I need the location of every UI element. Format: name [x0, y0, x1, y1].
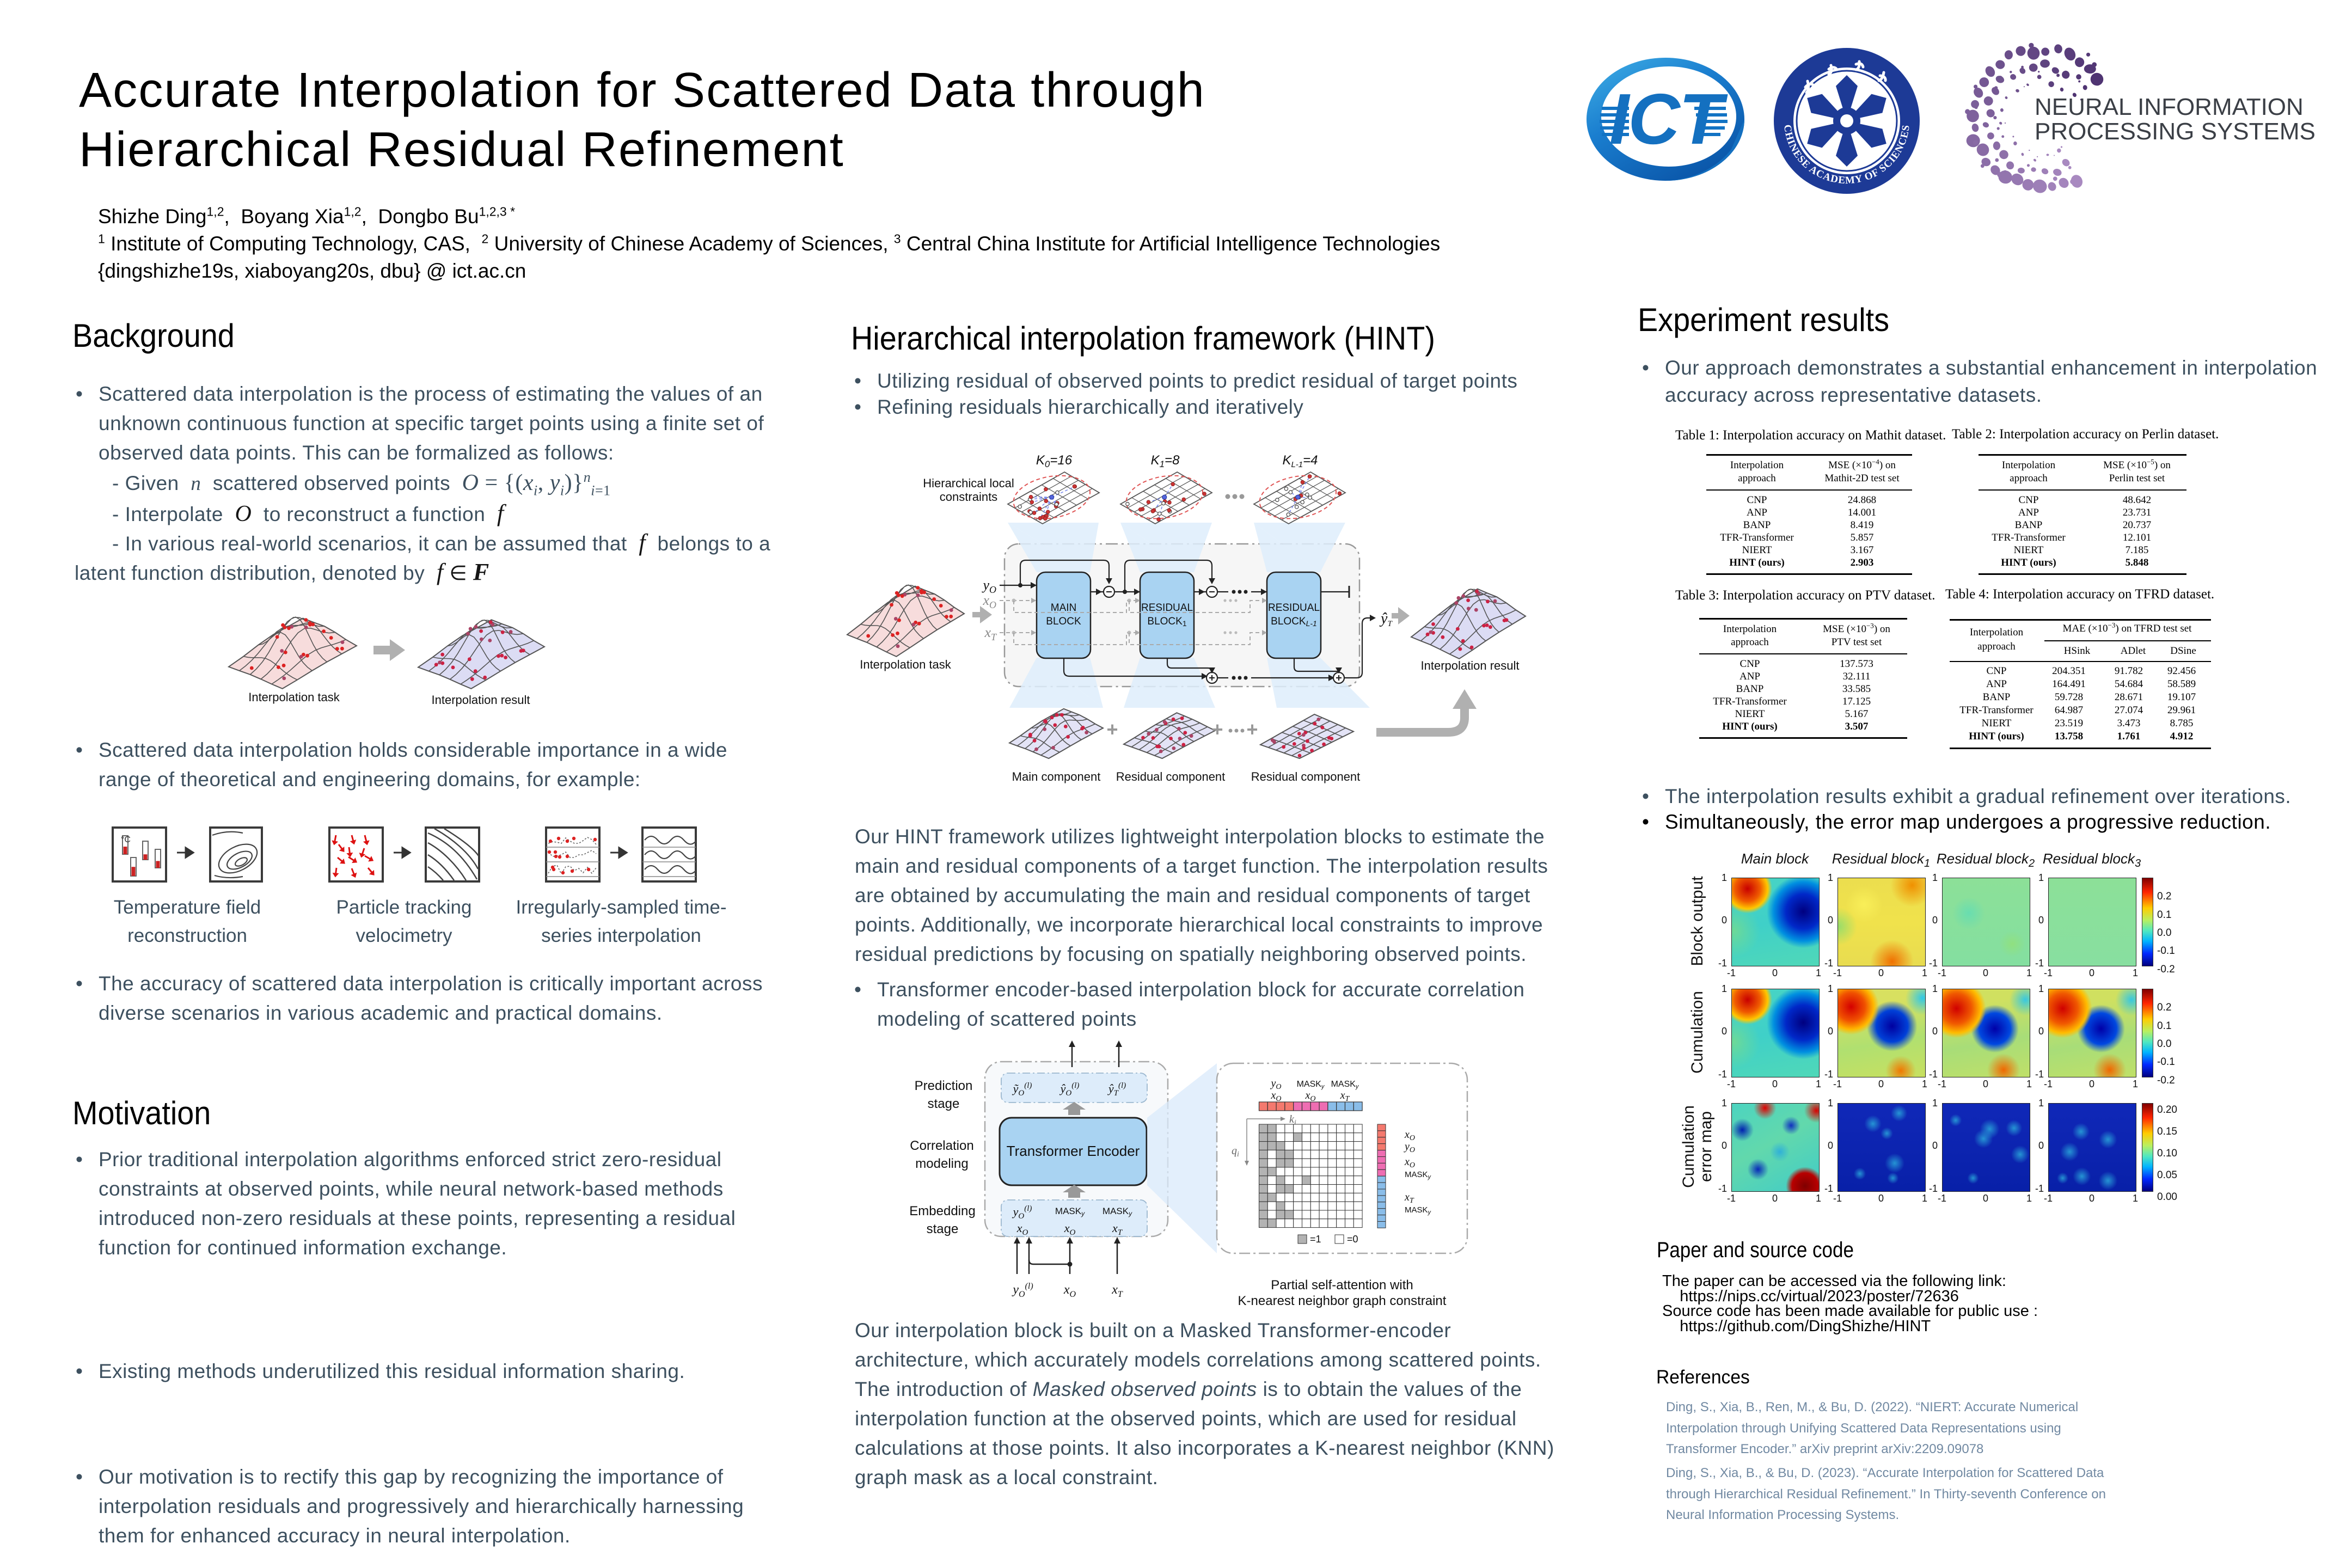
- svg-text:RESIDUAL: RESIDUAL: [1141, 602, 1193, 614]
- svg-text:stage: stage: [927, 1222, 959, 1236]
- svg-text:=0: =0: [1347, 1234, 1358, 1245]
- svg-text:BLOCKL-1: BLOCKL-1: [1271, 616, 1317, 628]
- svg-text:ŷT: ŷT: [1379, 610, 1393, 628]
- svg-text:MAIN: MAIN: [1051, 602, 1077, 614]
- svg-text:RESIDUAL: RESIDUAL: [1268, 602, 1320, 614]
- svg-text:+: +: [1246, 718, 1258, 740]
- svg-text:°C: °C: [121, 835, 131, 844]
- svg-text:=1: =1: [1310, 1234, 1321, 1245]
- svg-text:ICT: ICT: [1609, 79, 1728, 159]
- svg-text:MASKy: MASKy: [1297, 1080, 1325, 1090]
- svg-text:Prediction: Prediction: [915, 1079, 973, 1093]
- svg-text:MASKy: MASKy: [1405, 1170, 1432, 1180]
- svg-text:Transformer Encoder: Transformer Encoder: [1007, 1143, 1140, 1159]
- svg-text:Main component: Main component: [1012, 770, 1101, 783]
- svg-text:yO(l): yO(l): [1012, 1282, 1033, 1299]
- svg-text:K1=8: K1=8: [1151, 453, 1180, 469]
- svg-text:xT: xT: [1111, 1283, 1123, 1299]
- svg-text:MASKy: MASKy: [1102, 1206, 1132, 1217]
- svg-text:MASKy: MASKy: [1405, 1205, 1432, 1216]
- svg-text:BLOCK1: BLOCK1: [1147, 616, 1186, 628]
- svg-text:KL-1=4: KL-1=4: [1282, 453, 1318, 469]
- svg-text:MASKy: MASKy: [1055, 1206, 1085, 1217]
- svg-text:MASKy: MASKy: [1331, 1080, 1359, 1090]
- svg-text:+: +: [1211, 718, 1223, 740]
- svg-text:Embedding: Embedding: [909, 1204, 975, 1218]
- svg-text:constraints: constraints: [940, 490, 997, 504]
- svg-text:Interpolation result: Interpolation result: [1421, 659, 1520, 672]
- svg-text:xT: xT: [984, 624, 997, 642]
- svg-text:Residual component: Residual component: [1116, 770, 1226, 783]
- svg-text:modeling: modeling: [915, 1156, 968, 1171]
- svg-text:Interpolation task: Interpolation task: [860, 658, 952, 671]
- svg-text:xO: xO: [1063, 1283, 1076, 1299]
- svg-text:K0=16: K0=16: [1036, 453, 1073, 469]
- svg-text:Residual component: Residual component: [1251, 770, 1361, 783]
- svg-text:Hierarchical local: Hierarchical local: [923, 476, 1014, 490]
- svg-text:BLOCK: BLOCK: [1046, 616, 1081, 627]
- svg-text:+: +: [1106, 718, 1118, 740]
- svg-text:stage: stage: [928, 1097, 960, 1111]
- svg-text:Correlation: Correlation: [910, 1138, 973, 1153]
